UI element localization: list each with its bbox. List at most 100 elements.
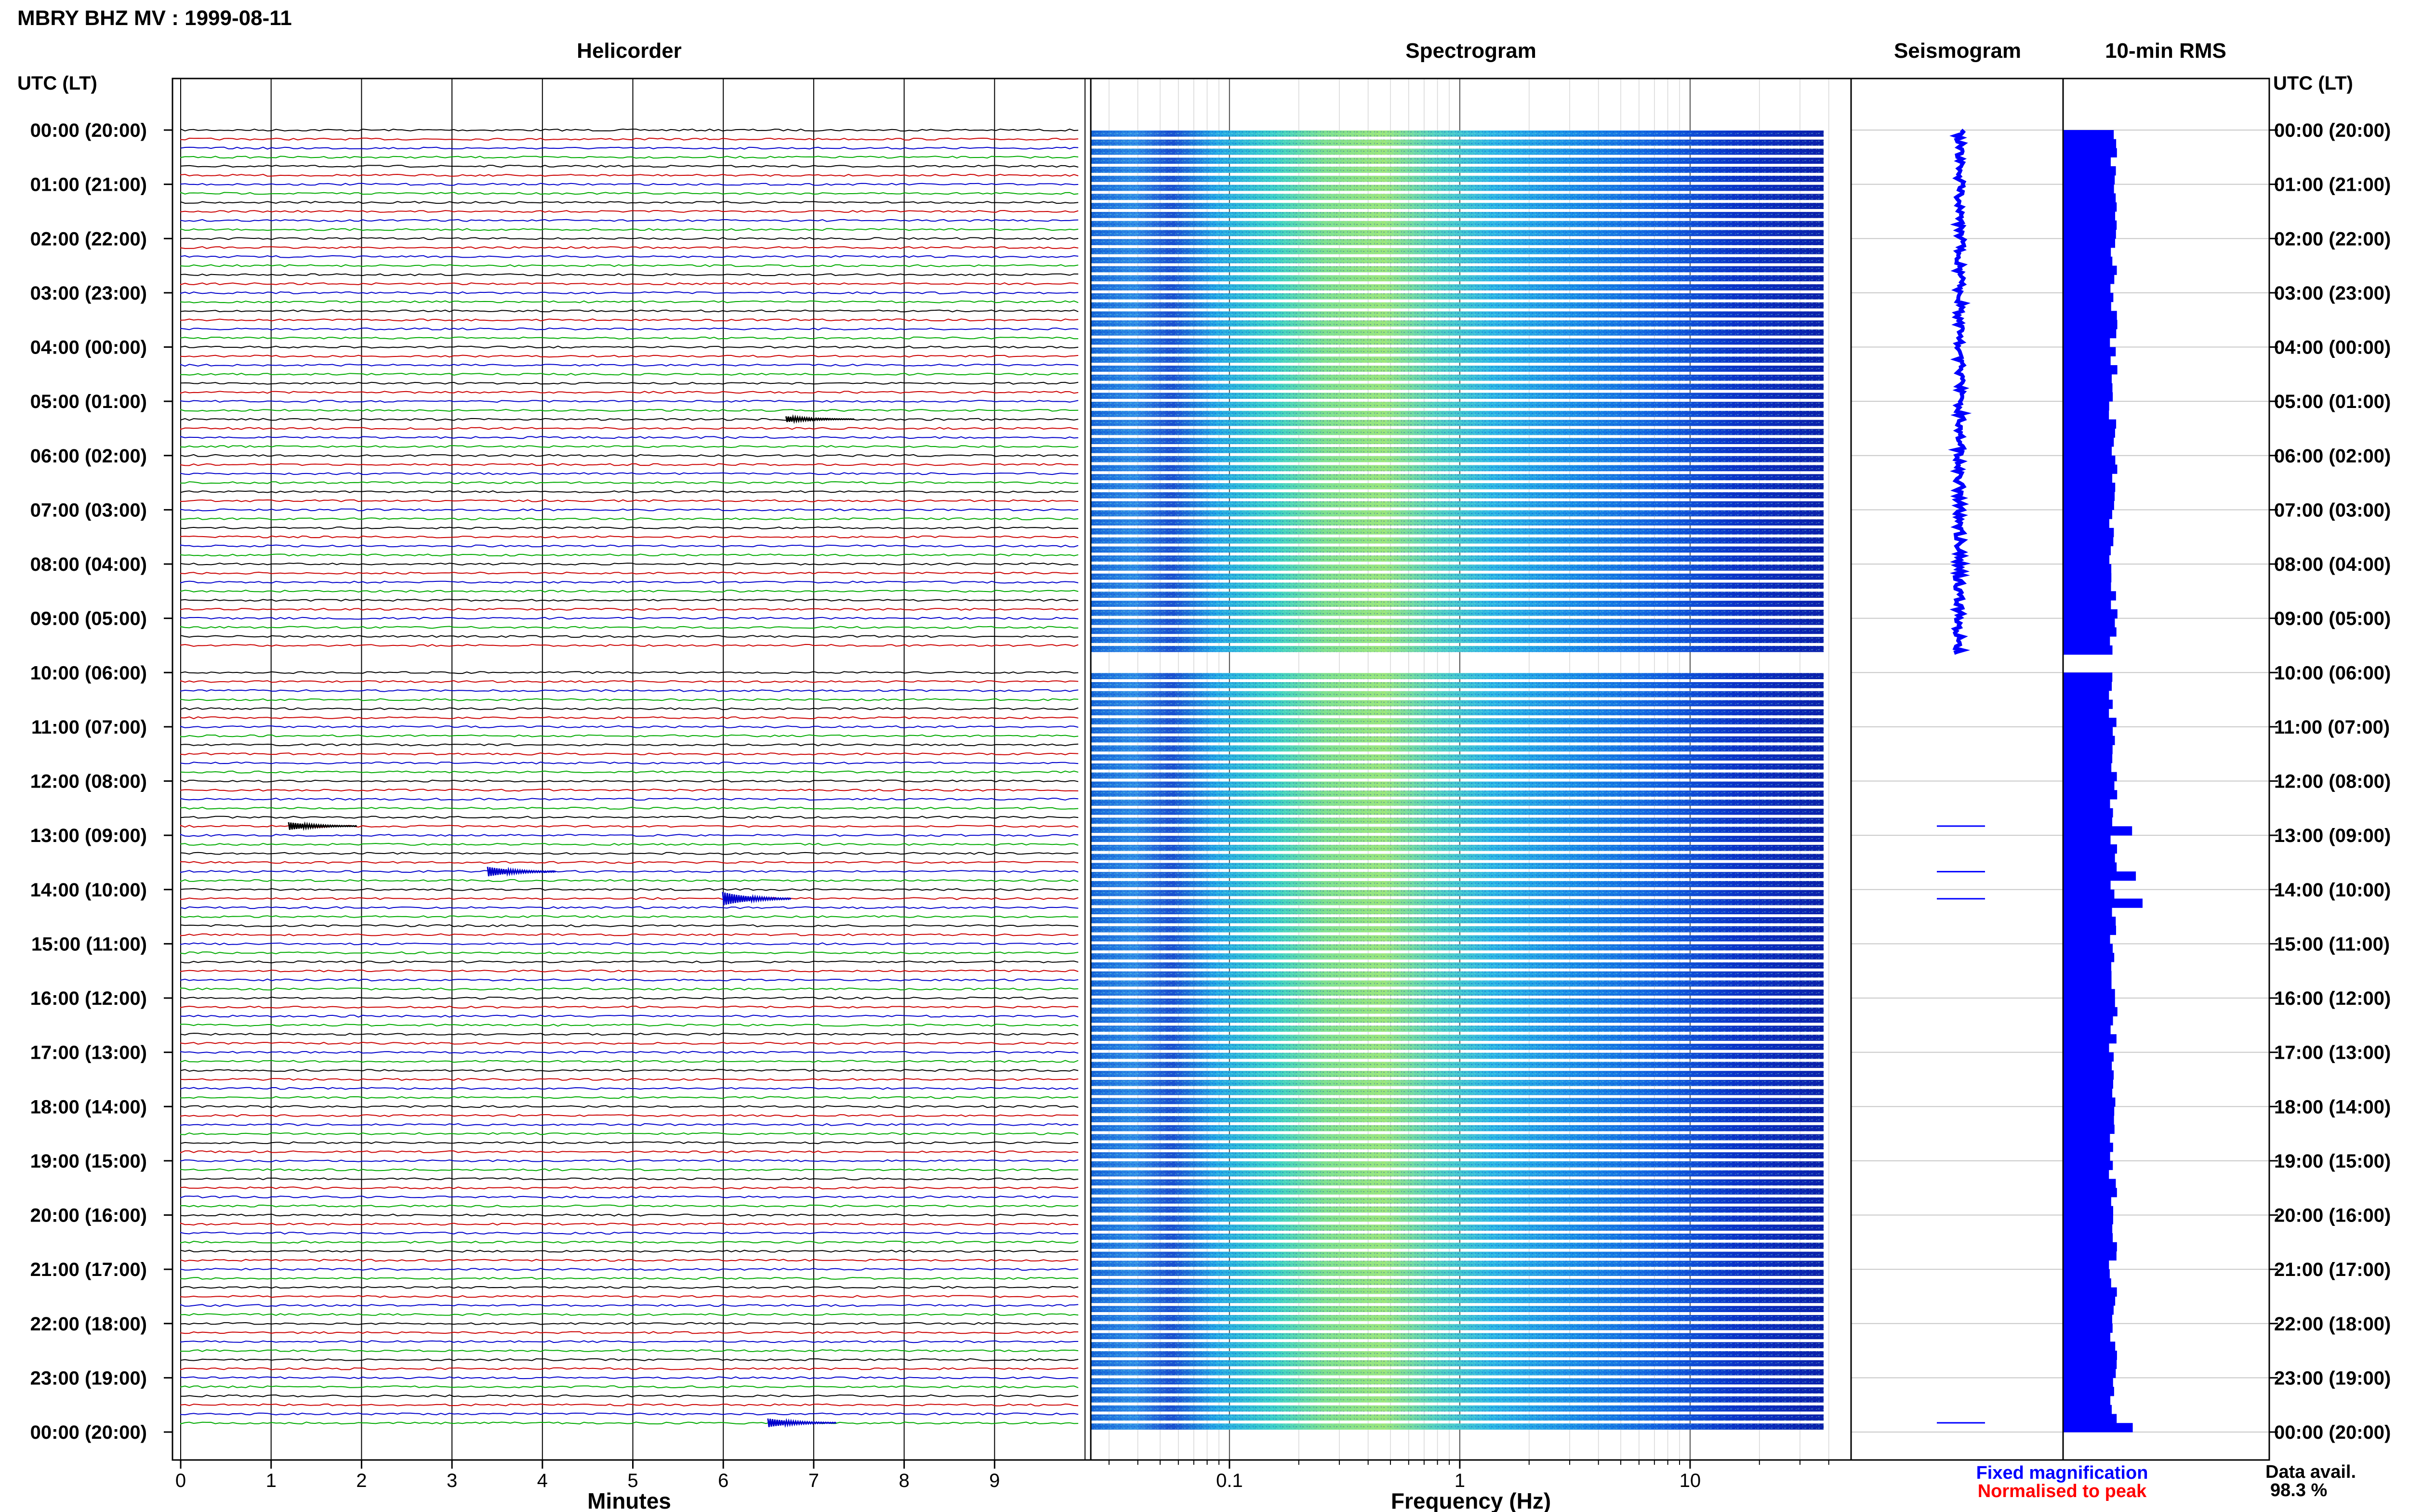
spectrogram-row-texture (1091, 139, 1824, 146)
spectrogram-row-texture (1091, 1423, 1824, 1430)
spectrogram-row-texture (1091, 429, 1824, 435)
helicorder-trace (180, 1295, 1079, 1298)
helicorder-trace (180, 146, 1079, 150)
helicorder-trace (180, 852, 1079, 855)
helicorder-x-tick-label: 2 (356, 1470, 367, 1491)
helicorder-xlabel: Minutes (587, 1488, 671, 1512)
rms-bar (2063, 546, 2111, 555)
helicorder-trace (180, 960, 1079, 963)
spectrogram-row-texture (1091, 1369, 1824, 1376)
rms-frame (2062, 78, 2270, 1461)
helicorder-trace (180, 318, 1079, 322)
helicorder-trace (180, 924, 1079, 927)
spectrogram-row-texture (1091, 221, 1824, 227)
helicorder-trace (180, 562, 1079, 565)
helicorder-x-tick-label: 6 (718, 1470, 728, 1491)
rms-bar (2063, 130, 2114, 140)
helicorder-event (288, 821, 357, 831)
y-tick-label-left: 05:00 (01:00) (30, 391, 147, 412)
helicorder-x-tick-label: 0 (175, 1470, 186, 1491)
spectrogram-row-texture (1091, 211, 1824, 218)
rms-bar (2063, 1278, 2111, 1288)
helicorder-trace (180, 1051, 1079, 1054)
spectrogram-row-texture (1091, 754, 1824, 761)
helicorder-trace (180, 617, 1079, 620)
y-tick-label-left: 01:00 (21:00) (30, 174, 147, 196)
spectrogram-row-texture (1091, 474, 1824, 481)
helicorder-trace (180, 599, 1079, 602)
rms-bar (2063, 1332, 2111, 1342)
helicorder-trace (180, 165, 1079, 168)
y-tick-label-right: 00:00 (20:00) (2274, 120, 2391, 141)
helicorder-event (487, 867, 556, 877)
spectrogram-row-texture (1091, 1306, 1824, 1312)
rms-bar (2063, 871, 2136, 881)
helicorder-trace (180, 1213, 1079, 1217)
spectrogram-row-texture (1091, 944, 1824, 951)
y-tick-label-left: 09:00 (05:00) (30, 608, 147, 630)
spectrogram-row-texture (1091, 890, 1824, 896)
spectrogram-row-texture (1091, 736, 1824, 743)
rms-bar (2063, 898, 2143, 908)
rms-bar (2063, 1414, 2117, 1423)
spectrogram-row-texture (1091, 926, 1824, 933)
spectrogram-row-texture (1091, 347, 1824, 354)
helicorder-trace (180, 300, 1079, 303)
helicorder-trace (180, 454, 1079, 457)
rms-bar (2063, 1215, 2113, 1224)
y-tick-label-right: 16:00 (12:00) (2274, 988, 2391, 1009)
y-tick-label-left: 22:00 (18:00) (30, 1314, 147, 1335)
helicorder-trace (180, 752, 1079, 756)
rms-bar (2063, 410, 2109, 420)
spectrogram-row-texture (1091, 1043, 1824, 1050)
rms-bar (2063, 799, 2110, 809)
spectrogram-row-texture (1091, 691, 1824, 697)
helicorder-trace (180, 264, 1079, 267)
spectrogram-row-texture (1091, 302, 1824, 309)
spectrogram-row-texture (1091, 718, 1824, 724)
rms-bar (2063, 292, 2114, 302)
rms-bar (2063, 1124, 2115, 1134)
y-tick-label-right: 21:00 (17:00) (2274, 1259, 2391, 1280)
y-axis-header-left: UTC (LT) (17, 73, 97, 94)
rms-bar (2063, 202, 2117, 212)
spectrogram-row-texture (1091, 131, 1824, 137)
helicorder-trace (180, 797, 1079, 801)
helicorder-trace (180, 156, 1079, 159)
spectrogram-row-texture (1091, 582, 1824, 589)
rms-bar (2063, 1233, 2113, 1243)
spectrogram-row-texture (1091, 402, 1824, 408)
spectrogram-row-texture (1091, 836, 1824, 842)
helicorder-trace (180, 128, 1079, 132)
helicorder-trace (180, 1005, 1079, 1009)
helicorder-trace (180, 761, 1079, 764)
helicorder-trace (180, 607, 1079, 611)
helicorder-trace (180, 553, 1079, 557)
helicorder-trace (180, 1268, 1079, 1271)
rms-bar (2063, 157, 2111, 167)
helicorder-trace (180, 969, 1079, 973)
y-tick-label-left: 17:00 (13:00) (30, 1042, 147, 1064)
rms-bar (2063, 1025, 2111, 1035)
spectrogram-row-texture (1091, 1016, 1824, 1023)
helicorder-trace (180, 861, 1079, 864)
spectrogram-row-texture (1091, 844, 1824, 851)
helicorder-trace (180, 571, 1079, 575)
rms-bar (2063, 374, 2112, 384)
helicorder-trace (180, 1240, 1079, 1244)
rms-bar (2063, 582, 2111, 592)
helicorder-title: Helicorder (577, 39, 682, 63)
helicorder-trace (180, 400, 1079, 403)
helicorder-trace (180, 1159, 1079, 1162)
spectrogram-row-texture (1091, 609, 1824, 616)
helicorder-trace (180, 1132, 1079, 1135)
spectrogram-row-texture (1091, 1134, 1824, 1141)
helicorder-trace (180, 1394, 1079, 1397)
spectrogram-row-texture (1091, 230, 1824, 237)
helicorder-trace (180, 1367, 1079, 1370)
helicorder-trace (180, 508, 1079, 512)
helicorder-trace (180, 219, 1079, 222)
data-availability-value: 98.3 % (2270, 1480, 2327, 1500)
helicorder-trace (180, 1276, 1079, 1280)
helicorder-trace (180, 472, 1079, 475)
